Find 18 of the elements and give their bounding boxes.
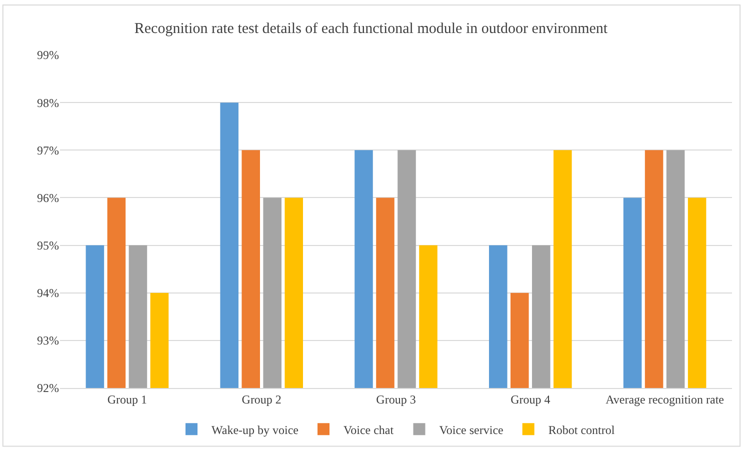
legend-label: Voice chat xyxy=(344,422,394,437)
y-tick-label: 96% xyxy=(37,190,59,205)
y-tick-label: 97% xyxy=(37,143,59,158)
y-tick-label: 94% xyxy=(37,286,59,300)
x-tick-label: Group 3 xyxy=(376,392,416,406)
x-tick-label: Average recognition rate xyxy=(606,392,724,406)
legend-label: Voice service xyxy=(439,422,504,437)
chart-title: Recognition rate test details of each functional module in outdoor environment xyxy=(134,21,608,38)
y-tick-label: 99% xyxy=(37,48,59,62)
y-tick-label: 93% xyxy=(37,334,59,348)
y-tick-label: 95% xyxy=(37,238,59,252)
x-tick-label: Group 4 xyxy=(510,392,550,406)
x-tick-label: Group 1 xyxy=(107,392,148,406)
y-tick-label: 98% xyxy=(37,96,59,110)
x-tick-label: Group 2 xyxy=(242,392,282,406)
legend-label: Robot control xyxy=(548,422,616,437)
legend-label: Wake-up by voice xyxy=(212,422,298,437)
y-tick-label: 92% xyxy=(37,381,59,396)
